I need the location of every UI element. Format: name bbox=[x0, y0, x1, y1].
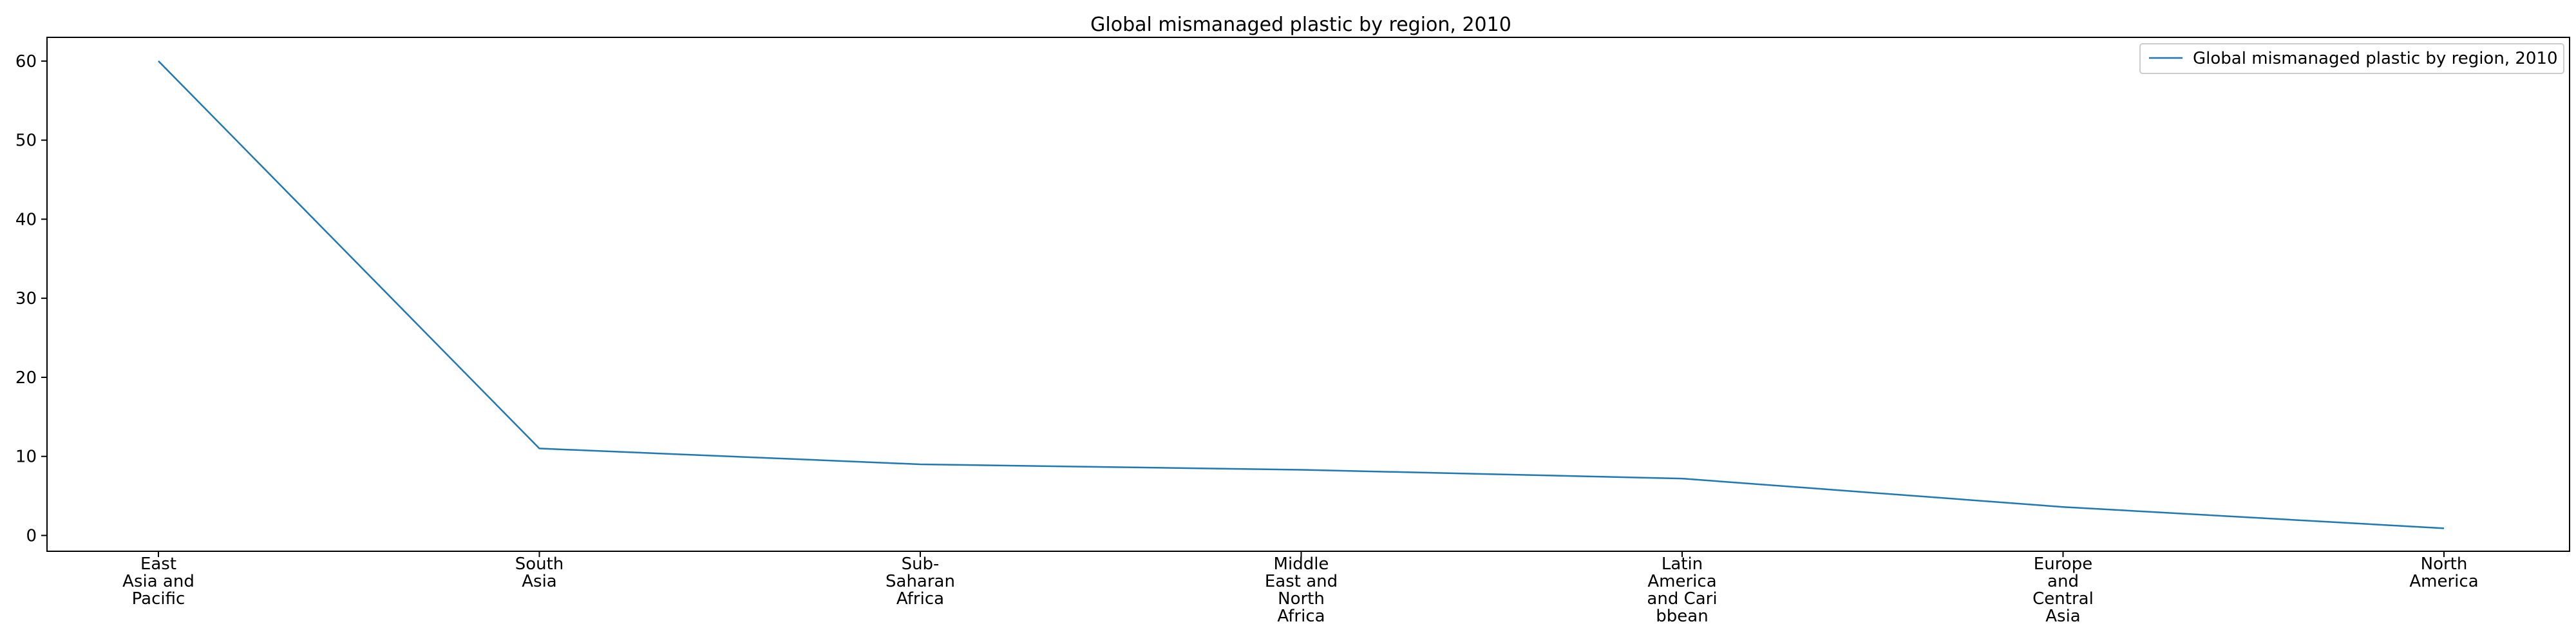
y-axis: 0 10 20 30 40 50 60 bbox=[15, 52, 47, 545]
x-tick-label: South Asia bbox=[515, 554, 564, 591]
x-tick-label-line: America bbox=[2409, 572, 2478, 591]
x-tick-label-line: America bbox=[1647, 572, 1716, 591]
legend-series-label: Global mismanaged plastic by region, 201… bbox=[2193, 49, 2558, 68]
x-tick-label-line: Europe bbox=[2034, 554, 2092, 574]
x-tick-label-line: Pacific bbox=[132, 589, 185, 609]
y-tick-label: 40 bbox=[15, 210, 37, 229]
x-tick-label-line: Central bbox=[2032, 589, 2094, 609]
x-tick-label-line: Africa bbox=[1277, 607, 1325, 626]
x-tick-label: Latin America and Cari bbean bbox=[1647, 554, 1717, 626]
x-tick-label-line: Africa bbox=[896, 589, 944, 609]
x-tick-label-line: and Cari bbox=[1647, 589, 1717, 609]
x-tick-label: Middle East and North Africa bbox=[1265, 554, 1338, 626]
series-line bbox=[158, 60, 2445, 529]
x-tick-label-line: bbean bbox=[1656, 607, 1708, 626]
x-tick-label-line: North bbox=[2421, 554, 2468, 574]
x-tick-label-line: Asia bbox=[522, 572, 557, 591]
legend-box bbox=[2139, 43, 2564, 74]
x-tick-label-line: Asia bbox=[2045, 607, 2081, 626]
x-tick-label-line: East and bbox=[1265, 572, 1338, 591]
legend: Global mismanaged plastic by region, 201… bbox=[2139, 43, 2564, 74]
chart-title: Global mismanaged plastic by region, 201… bbox=[1090, 14, 1511, 36]
x-tick-label-line: South bbox=[515, 554, 564, 574]
x-tick-label-line: and bbox=[2047, 572, 2079, 591]
x-tick-label: Sub-Saharan Africa bbox=[886, 554, 955, 609]
y-tick-label: 50 bbox=[15, 131, 37, 151]
x-tick-label-line: North bbox=[1278, 589, 1325, 609]
x-tick-label: North America bbox=[2409, 554, 2478, 591]
x-tick-label-line: Saharan bbox=[886, 572, 955, 591]
x-tick-label: Europe and Central Asia bbox=[2032, 554, 2094, 626]
y-tick-label: 30 bbox=[15, 289, 37, 308]
y-tick-label: 20 bbox=[15, 368, 37, 388]
y-tick-label: 0 bbox=[26, 526, 37, 545]
y-tick-label: 60 bbox=[15, 52, 37, 71]
x-tick-label: East Asia and Pacific bbox=[122, 554, 194, 609]
y-tick-label: 10 bbox=[15, 448, 37, 467]
x-tick-label-line: Sub- bbox=[902, 554, 940, 574]
x-tick-label-line: Middle bbox=[1274, 554, 1329, 574]
series-layer bbox=[158, 60, 2445, 529]
plot-area-frame bbox=[46, 37, 2570, 552]
x-tick-label-line: East bbox=[140, 554, 176, 574]
x-tick-label-line: Latin bbox=[1662, 554, 1703, 574]
x-tick-label-line: Asia and bbox=[122, 572, 194, 591]
